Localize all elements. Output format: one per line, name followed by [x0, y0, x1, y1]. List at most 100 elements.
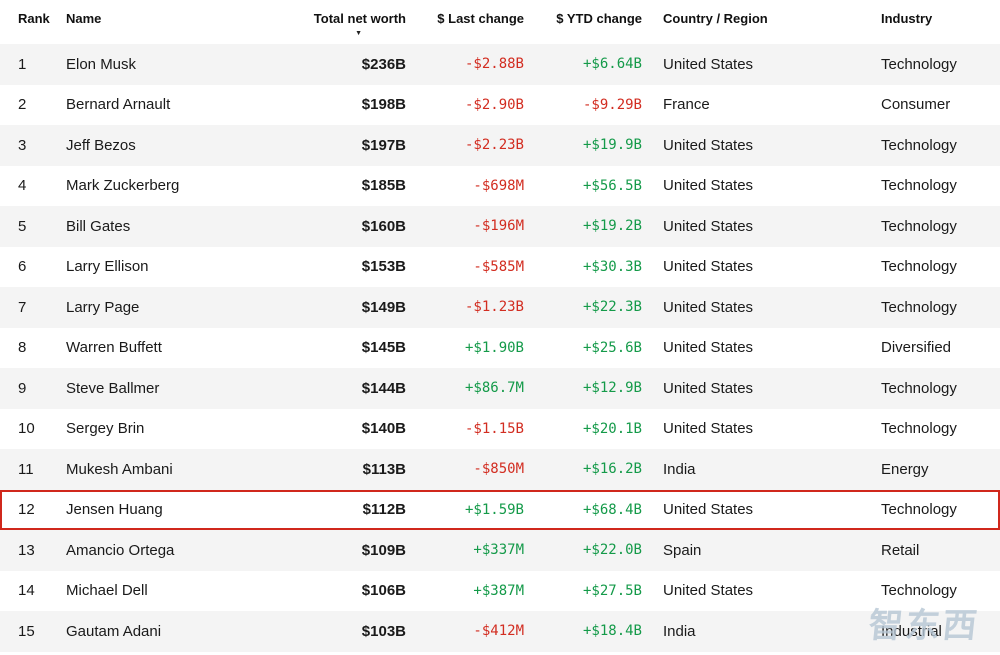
- last-change-cell: -$196M: [473, 218, 524, 235]
- net-worth-cell: $144B: [361, 379, 406, 397]
- rank-cell: 2: [18, 96, 27, 114]
- ytd-change-cell: +$12.9B: [582, 380, 642, 397]
- table-row[interactable]: 7 Larry Page $149B -$1.23B +$22.3B Unite…: [0, 287, 1000, 328]
- table-row[interactable]: 12 Jensen Huang $112B +$1.59B +$68.4B Un…: [0, 489, 1000, 530]
- net-worth-cell: $140B: [361, 420, 406, 438]
- table-row[interactable]: 2 Bernard Arnault $198B -$2.90B -$9.29B …: [0, 84, 1000, 125]
- table-row[interactable]: 9 Steve Ballmer $144B +$86.7M +$12.9B Un…: [0, 368, 1000, 409]
- table-row[interactable]: 13 Amancio Ortega $109B +$337M +$22.0B S…: [0, 530, 1000, 571]
- name-cell: Mukesh Ambani: [66, 460, 173, 478]
- net-worth-cell: $112B: [362, 501, 406, 519]
- country-cell: France: [663, 96, 710, 114]
- table-row[interactable]: 10 Sergey Brin $140B -$1.15B +$20.1B Uni…: [0, 408, 1000, 449]
- industry-cell: Technology: [881, 136, 957, 154]
- last-change-cell: -$412M: [473, 623, 524, 640]
- country-cell: United States: [663, 379, 754, 397]
- country-cell: United States: [663, 55, 754, 73]
- industry-cell: Technology: [881, 258, 957, 276]
- ytd-change-cell: +$30.3B: [582, 258, 642, 275]
- last-change-cell: -$1.15B: [464, 420, 524, 437]
- name-cell: Sergey Brin: [66, 420, 145, 438]
- last-change-cell: +$86.7M: [464, 380, 524, 397]
- ytd-change-cell: +$68.4B: [582, 501, 642, 518]
- last-change-cell: -$585M: [473, 258, 524, 275]
- table-row[interactable]: 4 Mark Zuckerberg $185B -$698M +$56.5B U…: [0, 165, 1000, 206]
- country-cell: United States: [663, 339, 754, 357]
- column-header-last-change[interactable]: $ Last change: [437, 11, 524, 26]
- sort-desc-icon: ▼: [355, 30, 362, 37]
- rank-cell: 6: [18, 258, 27, 276]
- name-cell: Jeff Bezos: [66, 136, 136, 154]
- last-change-cell: +$337M: [473, 542, 524, 559]
- ytd-change-cell: +$56.5B: [582, 177, 642, 194]
- ytd-change-cell: +$19.9B: [582, 137, 642, 154]
- last-change-cell: -$850M: [473, 461, 524, 478]
- column-header-rank[interactable]: Rank: [18, 11, 50, 26]
- rank-cell: 10: [18, 420, 35, 438]
- column-header-industry[interactable]: Industry: [881, 11, 933, 26]
- ytd-change-cell: +$18.4B: [582, 623, 642, 640]
- name-cell: Bernard Arnault: [66, 96, 171, 114]
- rank-cell: 7: [18, 298, 27, 316]
- last-change-cell: +$387M: [473, 582, 524, 599]
- net-worth-cell: $103B: [361, 622, 406, 640]
- column-header-name[interactable]: Name: [66, 11, 102, 26]
- rank-cell: 9: [18, 379, 27, 397]
- country-cell: United States: [663, 582, 754, 600]
- net-worth-cell: $106B: [361, 582, 406, 600]
- ytd-change-cell: +$27.5B: [582, 582, 642, 599]
- table-row[interactable]: 15 Gautam Adani $103B -$412M +$18.4B Ind…: [0, 611, 1000, 652]
- name-cell: Bill Gates: [66, 217, 131, 235]
- industry-cell: Technology: [881, 55, 957, 73]
- table-row[interactable]: 5 Bill Gates $160B -$196M +$19.2B United…: [0, 206, 1000, 247]
- table-header-row: Rank Name Total net worth ▼ $ Last chang…: [0, 0, 1000, 44]
- industry-cell: Energy: [881, 460, 929, 478]
- column-header-ytd-change[interactable]: $ YTD change: [556, 11, 642, 26]
- name-cell: Jensen Huang: [66, 501, 163, 519]
- net-worth-cell: $197B: [361, 136, 406, 154]
- table-row[interactable]: 8 Warren Buffett $145B +$1.90B +$25.6B U…: [0, 327, 1000, 368]
- table-row[interactable]: 3 Jeff Bezos $197B -$2.23B +$19.9B Unite…: [0, 125, 1000, 166]
- rank-cell: 3: [18, 136, 27, 154]
- rank-cell: 15: [18, 622, 35, 640]
- country-cell: United States: [663, 420, 754, 438]
- name-cell: Elon Musk: [66, 55, 137, 73]
- ytd-change-cell: +$22.0B: [582, 542, 642, 559]
- industry-cell: Technology: [881, 420, 957, 438]
- country-cell: India: [663, 460, 696, 478]
- ytd-change-cell: -$9.29B: [582, 96, 642, 113]
- net-worth-cell: $109B: [361, 541, 406, 559]
- last-change-cell: +$1.90B: [464, 339, 524, 356]
- country-cell: United States: [663, 501, 754, 519]
- country-cell: Spain: [663, 541, 702, 559]
- country-cell: United States: [663, 258, 754, 276]
- rank-cell: 8: [18, 339, 27, 357]
- country-cell: India: [663, 622, 696, 640]
- last-change-cell: -$2.90B: [464, 96, 524, 113]
- country-cell: United States: [663, 298, 754, 316]
- industry-cell: Technology: [881, 501, 957, 519]
- net-worth-cell: $113B: [362, 460, 406, 478]
- last-change-cell: -$2.88B: [464, 56, 524, 73]
- column-header-net-worth[interactable]: Total net worth ▼: [296, 11, 406, 37]
- table-row[interactable]: 11 Mukesh Ambani $113B -$850M +$16.2B In…: [0, 449, 1000, 490]
- ytd-change-cell: +$6.64B: [582, 56, 642, 73]
- net-worth-cell: $145B: [361, 339, 406, 357]
- rank-cell: 12: [18, 501, 35, 519]
- net-worth-cell: $185B: [361, 177, 406, 195]
- net-worth-cell: $153B: [361, 258, 406, 276]
- rank-cell: 14: [18, 582, 35, 600]
- name-cell: Michael Dell: [66, 582, 148, 600]
- table-row[interactable]: 6 Larry Ellison $153B -$585M +$30.3B Uni…: [0, 246, 1000, 287]
- industry-cell: Diversified: [881, 339, 952, 357]
- industry-cell: Technology: [881, 379, 957, 397]
- rank-cell: 11: [18, 460, 34, 478]
- industry-cell: Industrial: [881, 622, 942, 640]
- net-worth-cell: $160B: [361, 217, 406, 235]
- name-cell: Steve Ballmer: [66, 379, 160, 397]
- column-header-country[interactable]: Country / Region: [663, 11, 768, 26]
- table-row[interactable]: 14 Michael Dell $106B +$387M +$27.5B Uni…: [0, 570, 1000, 611]
- table-row[interactable]: 1 Elon Musk $236B -$2.88B +$6.64B United…: [0, 44, 1000, 85]
- name-cell: Mark Zuckerberg: [66, 177, 180, 195]
